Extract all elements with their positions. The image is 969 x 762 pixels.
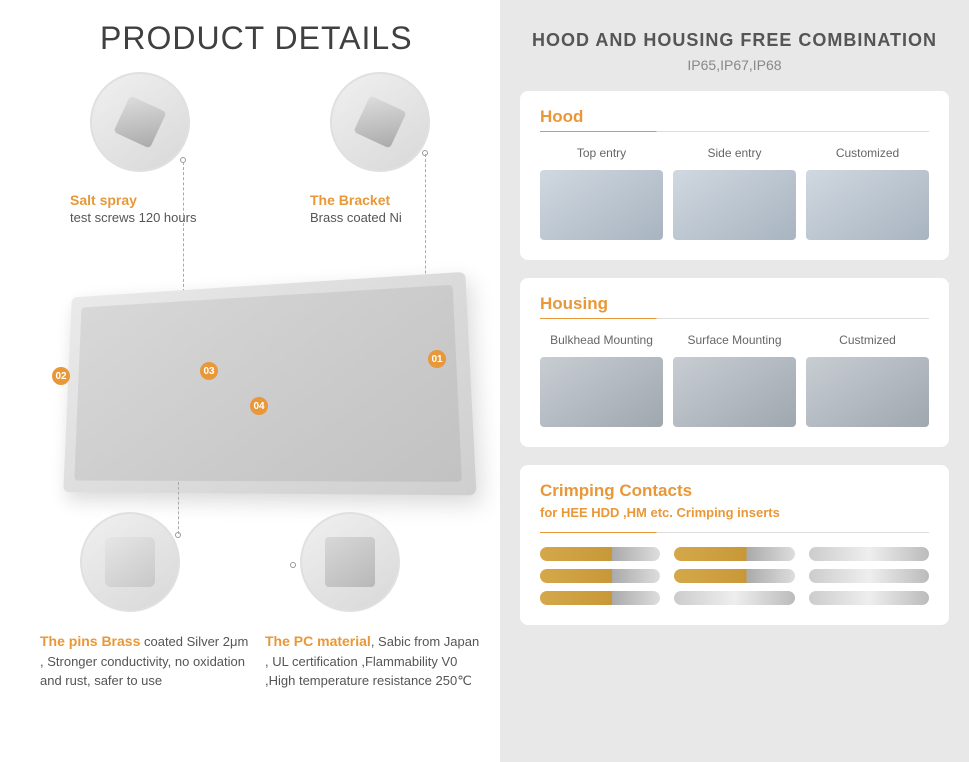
divider (540, 131, 929, 132)
callout-title: The Bracket (310, 192, 470, 208)
marker-04: 04 (250, 397, 268, 415)
callout-text: Brass coated Ni (310, 208, 470, 228)
hood-item-customized: Customized (806, 146, 929, 240)
marker-01: 01 (428, 350, 446, 368)
divider (540, 532, 929, 533)
hood-thumb-customized (806, 170, 929, 240)
item-label: Customized (806, 146, 929, 160)
item-label: Side entry (673, 146, 796, 160)
detail-circle-bracket (330, 72, 430, 172)
housing-card: Housing Bulkhead Mounting Surface Mounti… (520, 278, 949, 447)
item-label: Bulkhead Mounting (540, 333, 663, 347)
main-product-image (63, 272, 476, 496)
hood-item-side-entry: Side entry (673, 146, 796, 240)
housing-thumb-bulkhead (540, 357, 663, 427)
product-details-title: PRODUCT DETAILS (100, 20, 470, 57)
pins-icon (105, 537, 155, 587)
hood-thumb-side-entry (673, 170, 796, 240)
callout-salt-spray: Salt spray test screws 120 hours (70, 192, 250, 228)
material-label-icon (325, 537, 375, 587)
marker-03: 03 (200, 362, 218, 380)
contact-pin-gold (674, 569, 794, 583)
callout-title: The pins Brass (40, 633, 140, 649)
contact-pin-gold (540, 547, 660, 561)
item-label: Top entry (540, 146, 663, 160)
marker-02: 02 (52, 367, 70, 385)
detail-circle-pc-material (300, 512, 400, 612)
item-label: Surface Mounting (673, 333, 796, 347)
hood-item-top-entry: Top entry (540, 146, 663, 240)
callout-bracket: The Bracket Brass coated Ni (310, 192, 470, 228)
housing-item-bulkhead: Bulkhead Mounting (540, 333, 663, 427)
contact-pin-gold (540, 569, 660, 583)
callout-text: test screws 120 hours (70, 208, 250, 228)
ip-rating-subtitle: IP65,IP67,IP68 (520, 57, 949, 73)
housing-item-customized: Custmized (806, 333, 929, 427)
detail-circle-pins (80, 512, 180, 612)
callout-title: Salt spray (70, 192, 250, 208)
product-diagram-area: Salt spray test screws 120 hours The Bra… (30, 72, 470, 732)
crimping-title: Crimping Contacts (540, 481, 929, 501)
callout-dot (290, 562, 296, 568)
contacts-grid (540, 547, 929, 605)
housing-thumb-customized (806, 357, 929, 427)
contact-pin-gold (540, 591, 660, 605)
hood-card: Hood Top entry Side entry Customized (520, 91, 949, 260)
callout-pins: The pins Brass coated Silver 2μm , Stron… (40, 632, 250, 691)
hood-title: Hood (540, 107, 929, 127)
contact-pin-gold (674, 547, 794, 561)
hood-thumb-top-entry (540, 170, 663, 240)
contact-pin-silver (809, 591, 929, 605)
crimping-subtitle: for HEE HDD ,HM etc. Crimping inserts (540, 505, 929, 520)
contact-pin-silver (674, 591, 794, 605)
bracket-icon (353, 95, 406, 148)
combination-title: HOOD AND HOUSING FREE COMBINATION (520, 30, 949, 51)
crimping-card: Crimping Contacts for HEE HDD ,HM etc. C… (520, 465, 949, 625)
housing-items-row: Bulkhead Mounting Surface Mounting Custm… (540, 333, 929, 427)
housing-item-surface: Surface Mounting (673, 333, 796, 427)
contact-pin-silver (809, 547, 929, 561)
hood-items-row: Top entry Side entry Customized (540, 146, 929, 240)
divider (540, 318, 929, 319)
left-panel: PRODUCT DETAILS Salt spray test screws 1… (0, 0, 500, 762)
callout-title: The PC material (265, 633, 371, 649)
right-panel: HOOD AND HOUSING FREE COMBINATION IP65,I… (500, 0, 969, 762)
detail-circle-salt-spray (90, 72, 190, 172)
housing-title: Housing (540, 294, 929, 314)
contact-pin-silver (809, 569, 929, 583)
screw-icon (113, 95, 166, 148)
callout-line (178, 482, 179, 534)
callout-pc-material: The PC material, Sabic from Japan , UL c… (265, 632, 485, 691)
housing-thumb-surface (673, 357, 796, 427)
item-label: Custmized (806, 333, 929, 347)
